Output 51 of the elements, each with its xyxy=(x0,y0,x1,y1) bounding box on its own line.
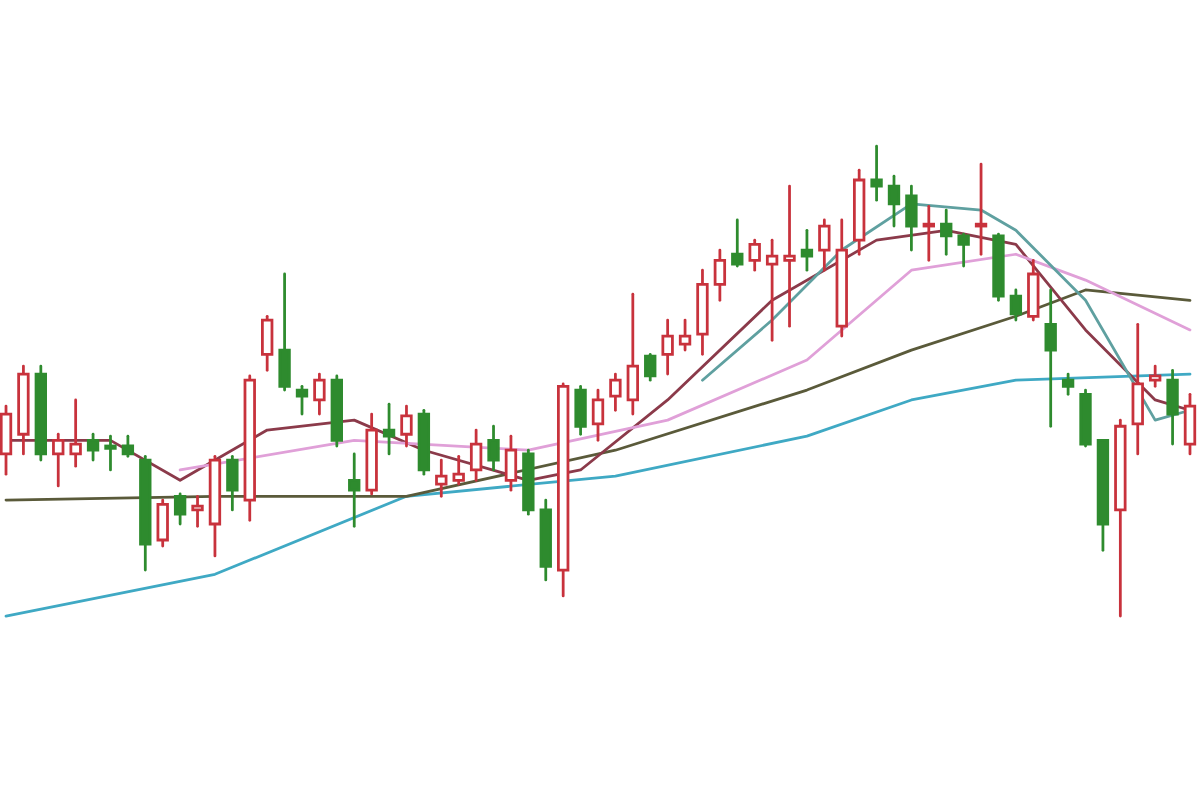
candlestick xyxy=(905,184,918,252)
candlestick xyxy=(591,388,605,442)
candlestick xyxy=(1061,372,1075,396)
candlestick xyxy=(957,232,970,268)
candlestick xyxy=(1027,258,1040,322)
candlestick xyxy=(435,458,448,498)
candlestick xyxy=(191,494,204,528)
candlestick xyxy=(940,208,953,256)
candlestick xyxy=(644,352,657,382)
candlestick xyxy=(156,498,169,548)
candlestick xyxy=(748,238,761,272)
candlestick xyxy=(469,428,483,482)
candlestick xyxy=(1148,364,1162,388)
candlestick xyxy=(226,454,239,512)
candlestick xyxy=(922,204,935,262)
candlestick xyxy=(313,372,326,416)
candlestick xyxy=(382,402,396,456)
candlestick xyxy=(1183,392,1197,456)
candlestick xyxy=(974,162,988,256)
candlestick xyxy=(661,318,674,376)
candlestick xyxy=(295,384,309,416)
candlestick xyxy=(1044,288,1057,428)
candlestick xyxy=(69,398,82,468)
candlestick xyxy=(52,432,65,488)
candlestick xyxy=(1166,368,1179,446)
candlestick xyxy=(870,144,883,202)
candlestick xyxy=(504,434,518,492)
candlestick xyxy=(104,434,117,472)
candlestick xyxy=(0,404,13,476)
candlestick xyxy=(713,248,727,302)
candlestick xyxy=(731,218,744,268)
candlestick xyxy=(348,452,361,528)
candlestick xyxy=(86,432,100,462)
candlestick xyxy=(626,292,639,416)
candlestick xyxy=(400,404,413,448)
candlestick xyxy=(765,238,779,342)
candlestick xyxy=(121,434,135,458)
candlestick xyxy=(173,492,187,526)
candlestick xyxy=(887,174,901,228)
candlestick xyxy=(278,272,291,392)
candlestick xyxy=(800,228,814,272)
candlestick xyxy=(678,318,692,352)
candlestick xyxy=(783,184,796,328)
candlestick xyxy=(261,314,274,372)
candlestick xyxy=(609,372,622,412)
candlestick xyxy=(1131,322,1144,456)
candlestick xyxy=(1009,288,1023,322)
candlestick xyxy=(574,384,587,436)
candlestick xyxy=(487,424,500,472)
candlestick xyxy=(818,218,831,272)
candlestick xyxy=(452,454,465,486)
